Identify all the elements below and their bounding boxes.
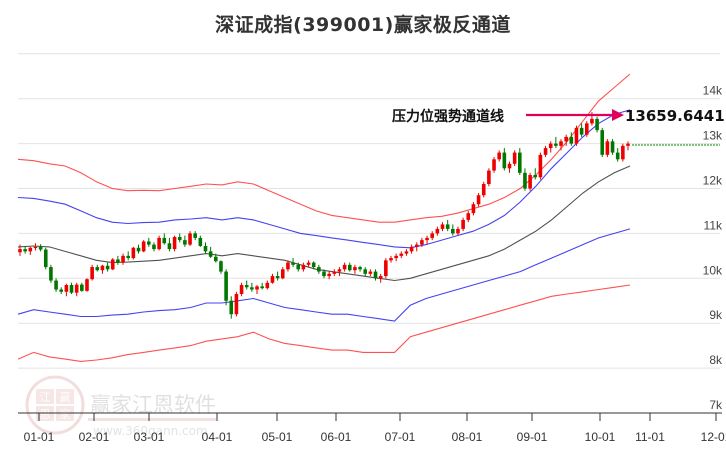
x-tick-label: 02-01 bbox=[79, 430, 110, 444]
y-tick-label: 7k bbox=[709, 398, 723, 412]
svg-text:赢: 赢 bbox=[60, 390, 71, 404]
x-tick-label: 08-01 bbox=[452, 430, 483, 444]
x-tick-label: 07-01 bbox=[385, 430, 416, 444]
grid-lines bbox=[18, 53, 720, 369]
x-tick-label: 05-01 bbox=[262, 430, 293, 444]
watermark: 江 赢 恩 家 赢家江恩软件 www.360gann.com bbox=[25, 375, 216, 438]
chart-title: 深证成指(399001)赢家极反通道 bbox=[215, 14, 511, 36]
candlesticks bbox=[18, 112, 630, 319]
band-inner_upper bbox=[17, 109, 631, 249]
y-tick-label: 13k bbox=[703, 129, 723, 143]
x-tick-label: 01-01 bbox=[24, 430, 55, 444]
y-tick-label: 9k bbox=[709, 308, 723, 322]
annotation-label: 压力位强势通道线 bbox=[392, 108, 504, 125]
svg-text:江: 江 bbox=[40, 391, 51, 404]
x-tick-label: 12-01 bbox=[701, 430, 726, 444]
svg-text:家: 家 bbox=[60, 407, 71, 421]
watermark-url: www.360gann.com bbox=[93, 424, 208, 438]
x-tick-label: 10-01 bbox=[585, 430, 616, 444]
y-axis-labels: 7k 8k 9k 10k 11k 12k 13k 14k bbox=[703, 84, 723, 412]
y-tick-label: 8k bbox=[709, 353, 723, 367]
y-tick-label: 14k bbox=[703, 84, 723, 98]
band-inner_lower bbox=[17, 228, 631, 322]
x-axis: 01-01 02-01 03-01 04-01 05-01 06-01 07-01 08-01… bbox=[18, 412, 726, 444]
y-tick-label: 10k bbox=[703, 263, 723, 277]
y-tick-label: 11k bbox=[704, 218, 723, 232]
x-tick-label: 09-01 bbox=[517, 430, 548, 444]
channel-bands bbox=[17, 73, 631, 362]
arrow-head-icon bbox=[612, 109, 624, 121]
band-outer_upper bbox=[17, 73, 631, 223]
x-tick-label: 04-01 bbox=[202, 430, 233, 444]
x-tick-label: 06-01 bbox=[321, 430, 352, 444]
x-tick-label: 03-01 bbox=[134, 430, 165, 444]
band-outer_lower bbox=[17, 284, 631, 362]
y-tick-label: 12k bbox=[703, 174, 723, 188]
annotation-value: 13659.6441 bbox=[625, 107, 725, 125]
x-tick-label: 11-01 bbox=[635, 430, 665, 444]
svg-text:恩: 恩 bbox=[40, 408, 51, 421]
resistance-annotation: 压力位强势通道线 13659.6441 bbox=[392, 107, 725, 125]
